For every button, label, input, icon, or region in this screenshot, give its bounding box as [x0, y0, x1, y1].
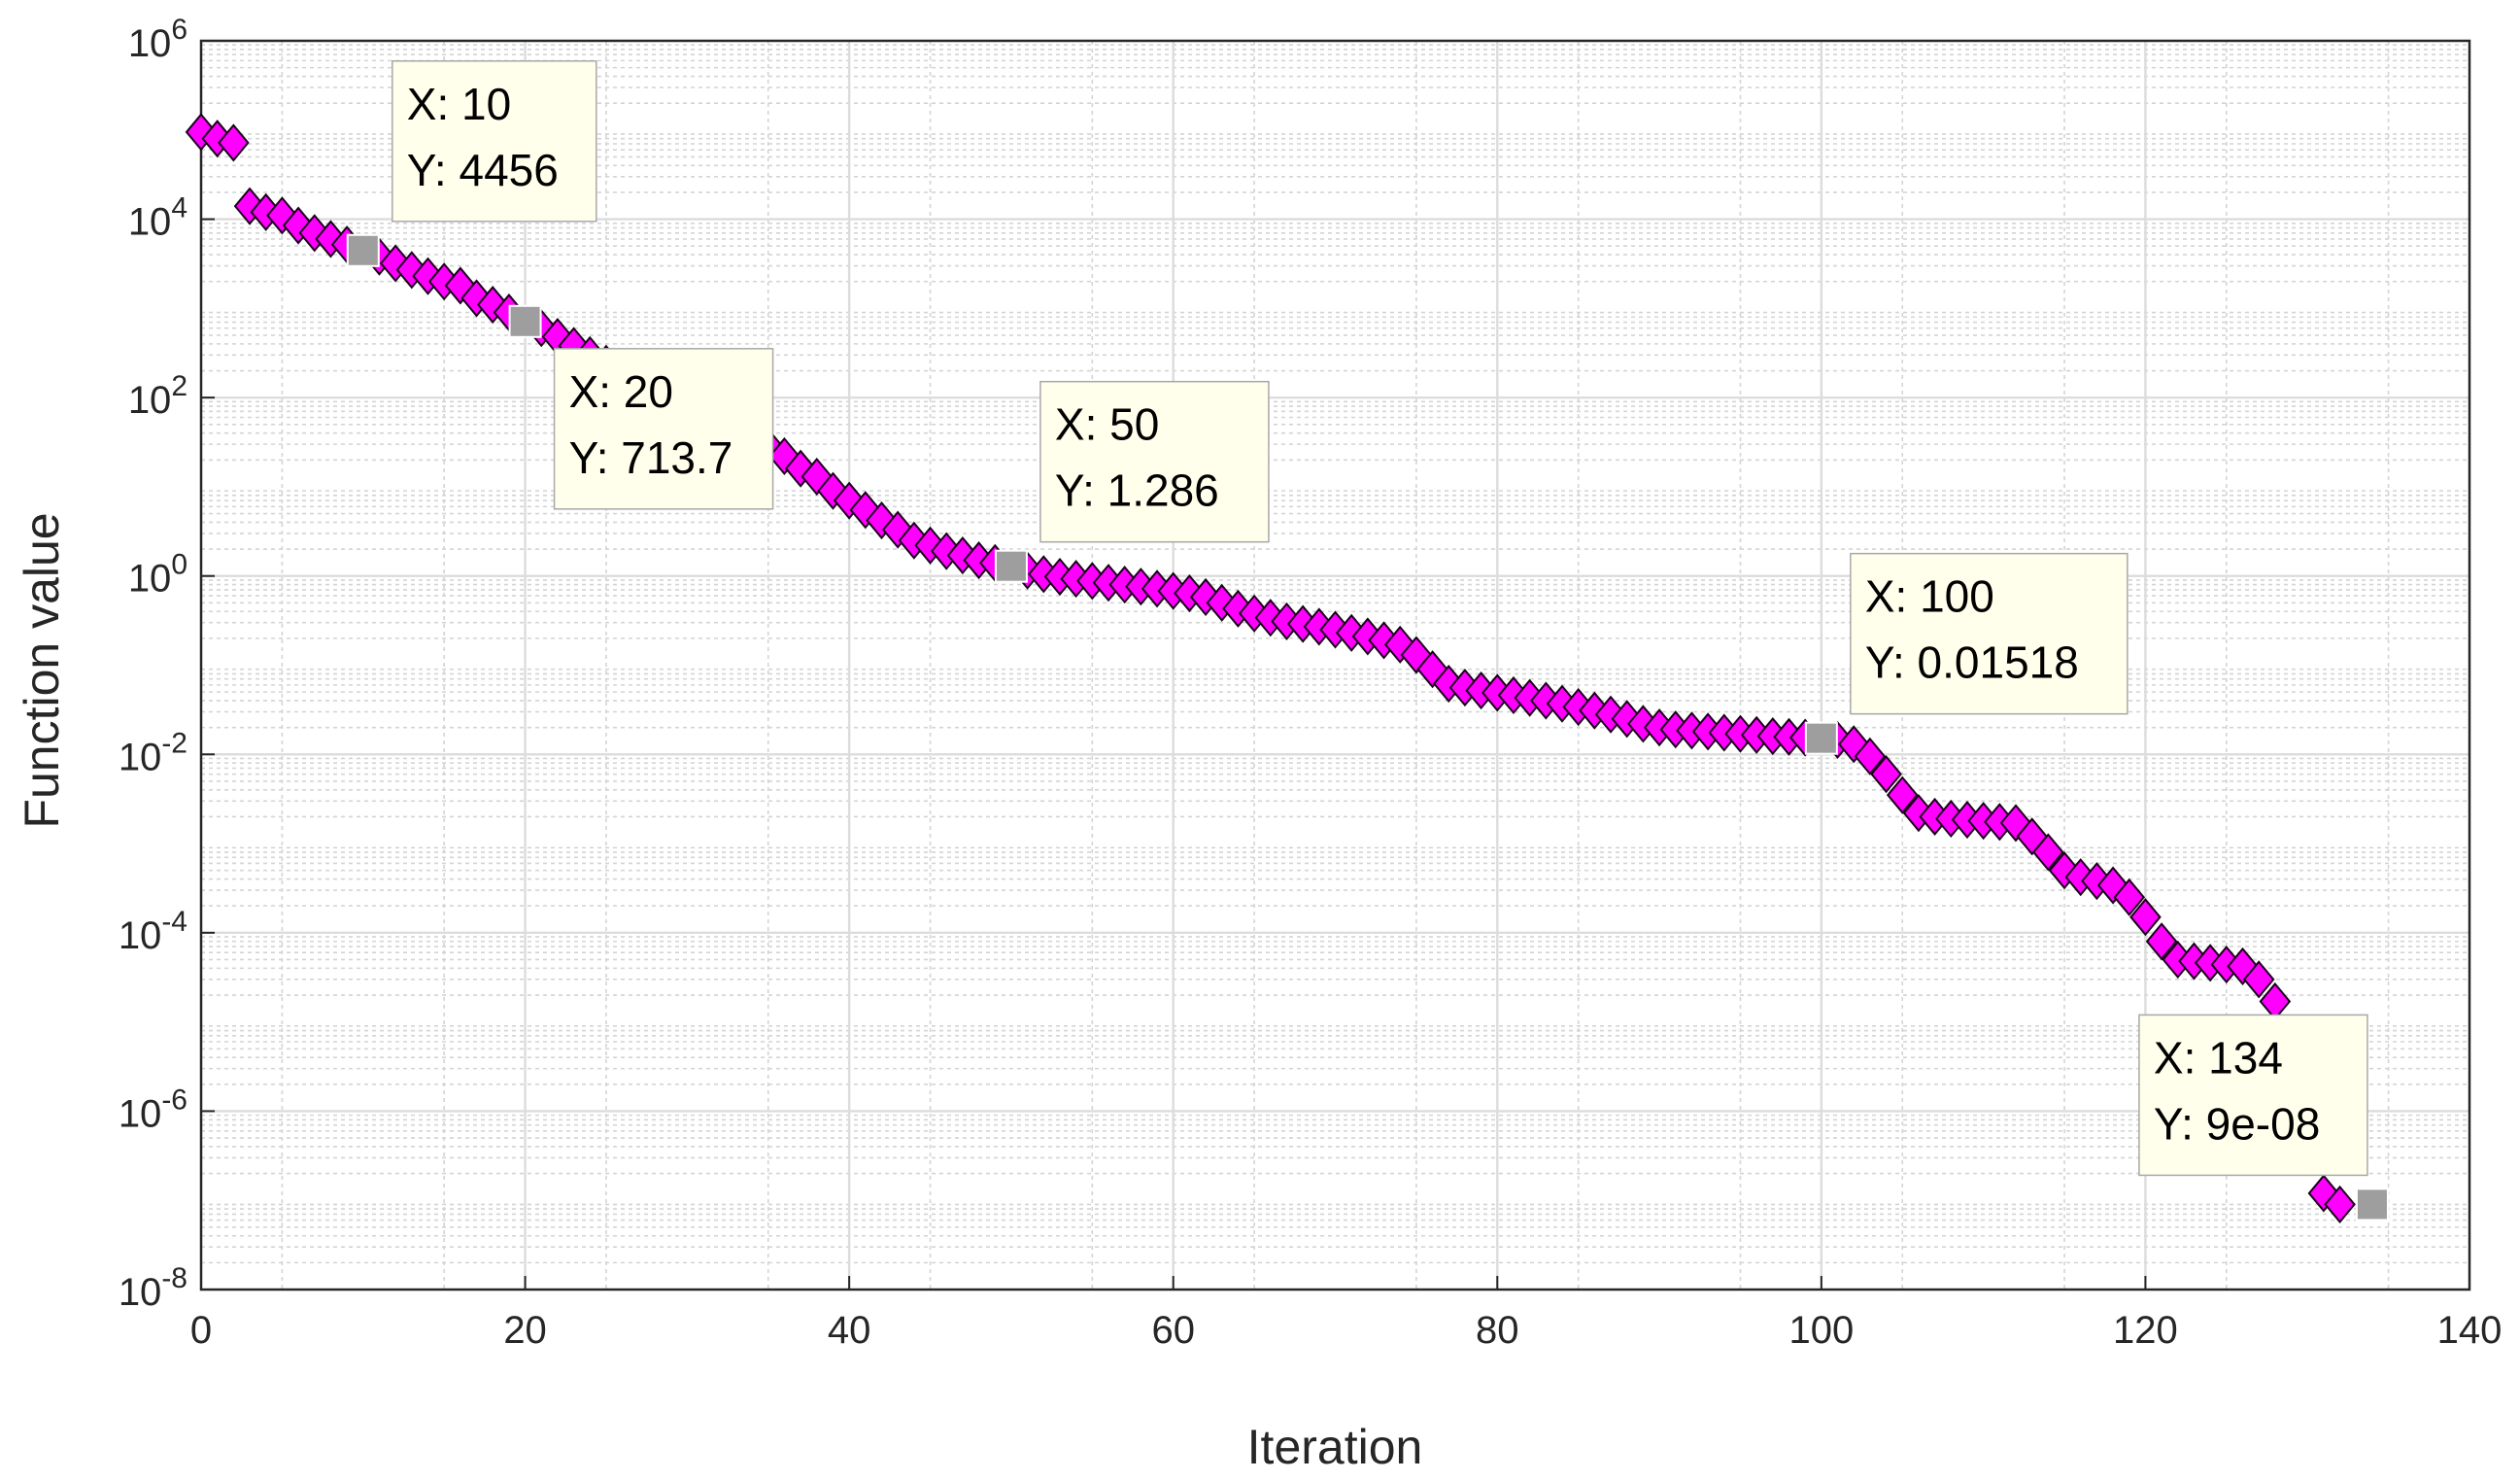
x-tick-label: 0 [190, 1309, 212, 1352]
y-tick-label: 100 [128, 549, 187, 601]
data-tip-box [392, 60, 597, 223]
data-tip-y-label: Y: 1.286 [1055, 465, 1219, 516]
data-tip-box [1850, 552, 2128, 715]
x-tick-label: 20 [503, 1309, 547, 1352]
y-tick-label: 10-8 [119, 1262, 187, 1314]
data-point [817, 471, 849, 510]
data-point [1854, 737, 1887, 775]
data-point [1886, 775, 1919, 814]
data-tip-y-label: Y: 713.7 [569, 432, 733, 483]
data-tip-y-label: Y: 9e-08 [2154, 1098, 2320, 1149]
minor-grid [201, 41, 2469, 1290]
data-tip-y-label: Y: 4456 [407, 145, 559, 195]
x-tick-label: 40 [828, 1309, 871, 1352]
data-tip-x-label: X: 134 [2154, 1032, 2283, 1083]
y-tick-label: 104 [128, 192, 187, 244]
data-point [2145, 922, 2178, 961]
data-point [2324, 1185, 2356, 1223]
data-tip: X: 134 Y: 9e-08 [2138, 1014, 2368, 1177]
highlighted-point [346, 233, 380, 267]
data-tip: X: 10 Y: 4456 [392, 60, 597, 223]
highlighted-point [2355, 1187, 2389, 1222]
highlighted-points [346, 233, 2389, 1222]
y-tick-label: 102 [128, 370, 187, 422]
x-tick-label: 80 [1476, 1309, 1519, 1352]
data-tip-y-label: Y: 0.01518 [1865, 637, 2079, 688]
y-tick-label: 106 [128, 14, 187, 65]
highlighted-point [1804, 721, 1838, 755]
data-tip-x-label: X: 20 [569, 366, 673, 417]
highlighted-point [508, 304, 542, 338]
y-axis-ticks: 10-8 10-6 10-4 10-2 100 102 104 106 [119, 14, 215, 1314]
data-tip-box [1039, 380, 1270, 543]
data-point [2032, 833, 2064, 872]
x-tick-label: 60 [1151, 1309, 1195, 1352]
data-tip-x-label: X: 10 [407, 79, 511, 129]
data-tip: X: 20 Y: 713.7 [553, 348, 774, 510]
x-axis-ticks: 0 20 40 60 80 100 120 140 [190, 1276, 2503, 1352]
data-point [1870, 755, 1902, 794]
x-tick-label: 120 [2113, 1309, 2178, 1352]
data-point [2113, 878, 2146, 916]
data-tip: X: 50 Y: 1.286 [1039, 380, 1270, 543]
data-tip: X: 100 Y: 0.01518 [1850, 552, 2128, 715]
x-tick-label: 140 [2437, 1309, 2503, 1352]
y-tick-label: 10-4 [119, 906, 187, 957]
highlighted-point [994, 549, 1028, 583]
y-tick-label: 10-2 [119, 727, 187, 778]
x-axis-title: Iteration [1247, 1420, 1423, 1474]
data-tip-x-label: X: 50 [1055, 399, 1159, 450]
data-tip-x-label: X: 100 [1865, 571, 1994, 622]
data-tip-box [2138, 1014, 2368, 1177]
plot-area-frame [199, 39, 2471, 1291]
y-tick-label: 10-6 [119, 1084, 187, 1135]
data-point [2129, 898, 2162, 937]
data-point [2242, 960, 2275, 999]
data-point [218, 123, 250, 162]
y-axis-title: Function value [15, 512, 69, 828]
data-tip-box [553, 348, 774, 510]
x-tick-label: 100 [1788, 1309, 1854, 1352]
